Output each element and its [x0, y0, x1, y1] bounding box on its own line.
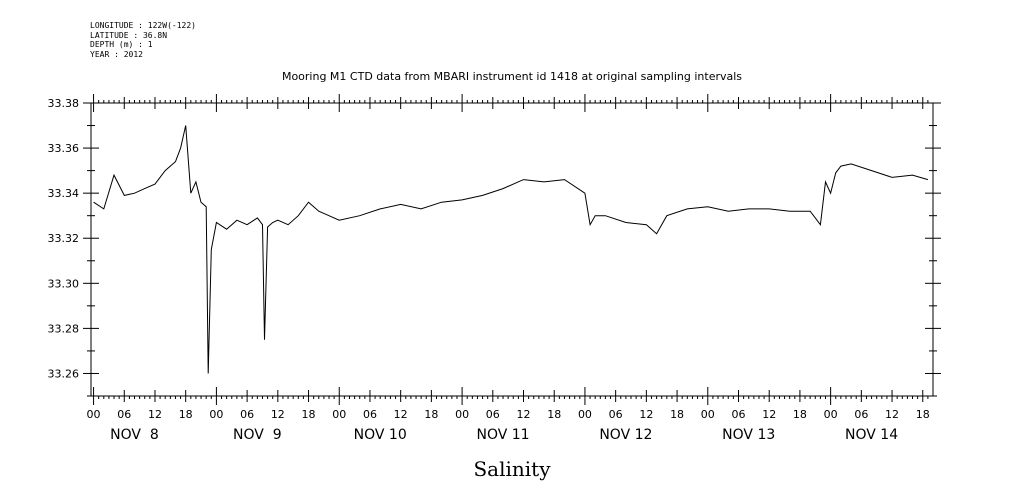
metadata-depth: DEPTH (m) : 1: [90, 40, 153, 49]
x-hour-label: 00: [87, 408, 101, 421]
x-hour-label: 00: [578, 408, 592, 421]
metadata-longitude: LONGITUDE : 122W(-122): [90, 21, 196, 30]
x-hour-label: 00: [824, 408, 838, 421]
y-tick-label: 33.36: [48, 142, 80, 155]
x-hour-label: 12: [271, 408, 285, 421]
x-hour-label: 06: [240, 408, 254, 421]
x-hour-label: 12: [148, 408, 162, 421]
x-hour-label: 00: [701, 408, 715, 421]
x-hour-label: 06: [731, 408, 745, 421]
x-hour-label: 12: [762, 408, 776, 421]
x-hour-label: 18: [916, 408, 930, 421]
x-day-label: NOV 13: [722, 427, 775, 443]
x-hour-label: 12: [394, 408, 408, 421]
y-tick-label: 33.34: [48, 187, 80, 200]
metadata-year: YEAR : 2012: [90, 49, 143, 59]
x-day-label: NOV 10: [354, 427, 407, 443]
y-tick-label: 33.28: [48, 322, 80, 335]
chart-title: Mooring M1 CTD data from MBARI instrumen…: [282, 70, 742, 83]
y-tick-label: 33.26: [48, 367, 80, 380]
salinity-series-line: [93, 125, 929, 374]
x-hour-label: 18: [793, 408, 807, 421]
x-hour-label: 06: [854, 408, 868, 421]
x-day-label: NOV 14: [845, 427, 898, 443]
x-axis-label: Salinity: [473, 457, 551, 481]
x-hour-label: 06: [117, 408, 131, 421]
x-hour-label: 18: [302, 408, 316, 421]
x-hour-label: 06: [609, 408, 623, 421]
y-tick-label: 33.30: [48, 277, 80, 290]
metadata-block: LONGITUDE : 122W(-122) LATITUDE : 36.8N …: [90, 21, 196, 59]
metadata-latitude: LATITUDE : 36.8N: [90, 30, 168, 40]
x-hour-label: 12: [885, 408, 899, 421]
x-hour-label: 00: [209, 408, 223, 421]
y-tick-label: 33.32: [48, 232, 80, 245]
x-day-label: NOV 12: [599, 427, 652, 443]
x-hour-label: 00: [332, 408, 346, 421]
x-hour-label: 06: [363, 408, 377, 421]
x-hour-label: 12: [639, 408, 653, 421]
x-hour-label: 06: [486, 408, 500, 421]
x-day-label: NOV 8: [110, 427, 159, 443]
x-hour-label: 00: [455, 408, 469, 421]
x-hour-label: 12: [517, 408, 531, 421]
y-tick-label: 33.38: [48, 97, 80, 110]
x-day-label: NOV 11: [476, 427, 529, 443]
x-hour-label: 18: [424, 408, 438, 421]
x-hour-label: 18: [179, 408, 193, 421]
plot-frame: [90, 102, 934, 397]
x-day-label: NOV 9: [233, 427, 282, 443]
x-hour-label: 18: [547, 408, 561, 421]
x-hour-label: 18: [670, 408, 684, 421]
